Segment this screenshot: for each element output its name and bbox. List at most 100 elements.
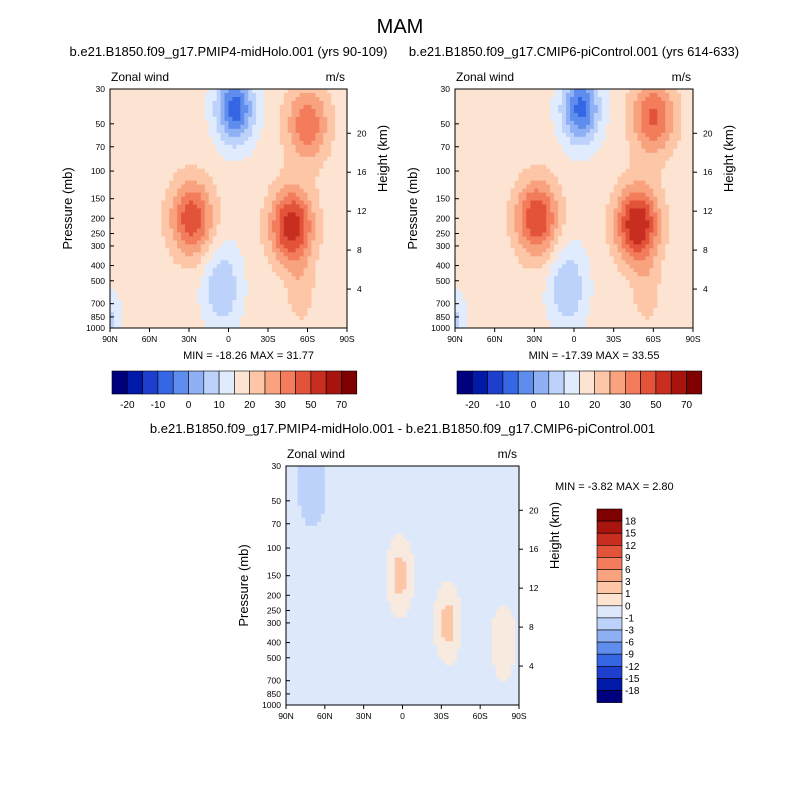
- colorbar-swatch: [596, 569, 623, 582]
- colorbar-label: 70: [336, 400, 348, 411]
- y-tick-label: 200: [267, 590, 281, 600]
- y-tick-label: 1000: [262, 700, 281, 710]
- y2-tick-label: 12: [529, 583, 539, 593]
- y2-axis-label: Height (km): [721, 125, 736, 192]
- colorbar-label: 18: [625, 517, 637, 528]
- y2-axis-label: Height (km): [547, 502, 562, 569]
- colorbar-label: 15: [625, 529, 637, 540]
- y-axis-label: Pressure (mb): [236, 544, 251, 626]
- colorbar-swatch: [563, 370, 580, 395]
- max-label: MAX =: [613, 481, 652, 493]
- y-tick-label: 30: [441, 84, 451, 94]
- y-tick-label: 400: [91, 261, 105, 271]
- colorbar-label: -10: [496, 400, 511, 411]
- x-tick-label: 90N: [278, 711, 294, 721]
- max-value: 2.80: [652, 481, 673, 493]
- colorbar-label: -15: [625, 674, 640, 685]
- colorbar-label: 30: [620, 400, 632, 411]
- colorbar-swatch: [157, 370, 174, 395]
- colorbar-swatch: [596, 678, 623, 691]
- y-tick-label: 700: [436, 299, 450, 309]
- colorbar-swatch: [596, 605, 623, 619]
- y-tick-label: 500: [91, 276, 105, 286]
- y-tick-label: 250: [91, 229, 105, 239]
- y2-tick-label: 4: [529, 661, 534, 671]
- min-label: MIN =: [183, 350, 216, 362]
- x-tick-label: 90S: [511, 711, 526, 721]
- colorbar-label: 50: [650, 400, 662, 411]
- left-string: Zonal wind: [287, 447, 345, 461]
- y-tick-label: 300: [436, 241, 450, 251]
- left-string: Zonal wind: [456, 70, 514, 84]
- min-value: -18.26: [216, 350, 247, 362]
- y-tick-label: 50: [441, 119, 451, 129]
- colorbar-label: 10: [214, 400, 226, 411]
- x-tick-label: 90N: [102, 334, 118, 344]
- x-tick-label: 0: [400, 711, 405, 721]
- min-max-label: MIN = -18.26 MAX = 31.77: [183, 350, 314, 362]
- colorbar-label: -10: [151, 400, 166, 411]
- y-tick-label: 850: [267, 689, 281, 699]
- y2-tick-label: 20: [529, 505, 539, 515]
- colorbar-label: 6: [625, 565, 631, 576]
- left-string: Zonal wind: [111, 70, 169, 84]
- panel-title: b.e21.B1850.f09_g17.CMIP6-piControl.001 …: [409, 44, 739, 59]
- panel-title: b.e21.B1850.f09_g17.PMIP4-midHolo.001 (y…: [70, 44, 388, 59]
- plot-field-1: [110, 89, 348, 329]
- y2-tick-label: 16: [529, 544, 539, 554]
- colorbar-swatch: [579, 370, 596, 395]
- colorbar-swatch: [471, 370, 488, 395]
- y-tick-label: 50: [96, 119, 106, 129]
- colorbar-swatch: [596, 641, 623, 655]
- colorbar-label: 50: [305, 400, 317, 411]
- y-tick-label: 700: [91, 299, 105, 309]
- x-tick-label: 60S: [646, 334, 661, 344]
- min-value: -3.82: [588, 481, 613, 493]
- units-label: m/s: [672, 70, 691, 84]
- x-tick-label: 60N: [317, 711, 333, 721]
- colorbar-2: -20 -10 0 10 20 30 50 70: [456, 370, 703, 411]
- y2-tick-label: 8: [357, 245, 362, 255]
- y-tick-label: 150: [267, 571, 281, 581]
- x-tick-label: 90N: [447, 334, 463, 344]
- y-tick-label: 300: [267, 618, 281, 628]
- min-max-label: MIN = -3.82 MAX = 2.80: [555, 481, 674, 493]
- colorbar-swatch: [686, 370, 703, 395]
- y-tick-label: 250: [267, 606, 281, 616]
- colorbar-swatch: [111, 370, 128, 395]
- colorbar-swatch: [279, 370, 296, 395]
- colorbar-swatch: [594, 370, 611, 395]
- colorbar-swatch: [596, 665, 623, 679]
- colorbar-label: 0: [186, 400, 192, 411]
- y-tick-label: 100: [91, 166, 105, 176]
- colorbar-swatch: [596, 617, 623, 631]
- plot-field-2: [455, 89, 694, 329]
- y2-tick-label: 20: [703, 128, 713, 138]
- colorbar-swatch: [533, 370, 550, 395]
- y-tick-label: 1000: [431, 323, 450, 333]
- y-tick-label: 850: [91, 312, 105, 322]
- colorbar-swatch: [596, 690, 623, 703]
- y2-tick-label: 4: [703, 284, 708, 294]
- panel-title: b.e21.B1850.f09_g17.PMIP4-midHolo.001 - …: [150, 421, 655, 436]
- colorbar-label: -6: [625, 638, 634, 649]
- x-tick-label: 30S: [434, 711, 449, 721]
- y-tick-label: 70: [441, 142, 451, 152]
- y-tick-label: 300: [91, 241, 105, 251]
- x-tick-label: 30S: [606, 334, 621, 344]
- x-tick-label: 30N: [527, 334, 543, 344]
- y2-tick-label: 12: [703, 206, 713, 216]
- y2-axis-label: Height (km): [375, 125, 390, 192]
- colorbar-swatch: [596, 508, 623, 522]
- y2-tick-label: 20: [357, 128, 367, 138]
- colorbar-label: -20: [120, 400, 135, 411]
- colorbar-swatch: [596, 581, 623, 594]
- colorbar-label: 70: [681, 400, 693, 411]
- colorbar-swatch: [203, 370, 220, 395]
- x-tick-label: 90S: [685, 334, 700, 344]
- max-value: 33.55: [632, 350, 660, 362]
- colorbar-label: 3: [625, 577, 631, 588]
- colorbar-label: -20: [465, 400, 480, 411]
- colorbar-swatch: [325, 370, 342, 395]
